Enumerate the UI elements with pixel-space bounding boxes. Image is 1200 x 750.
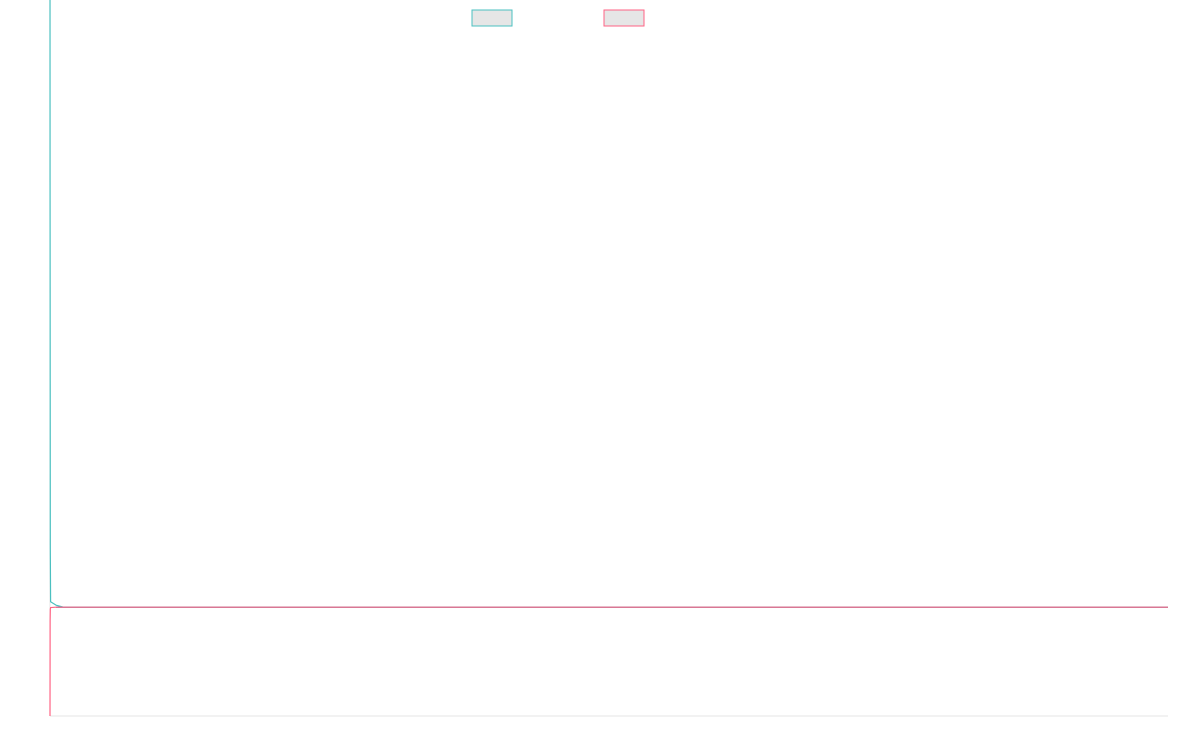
series-line-1	[49, 0, 1168, 608]
legend	[471, 9, 645, 27]
legend-swatch-2	[603, 9, 645, 27]
axes	[49, 36, 1168, 717]
legend-swatch-1	[471, 9, 513, 27]
series-line-2	[49, 606, 1168, 717]
series-lines	[49, 0, 1168, 717]
